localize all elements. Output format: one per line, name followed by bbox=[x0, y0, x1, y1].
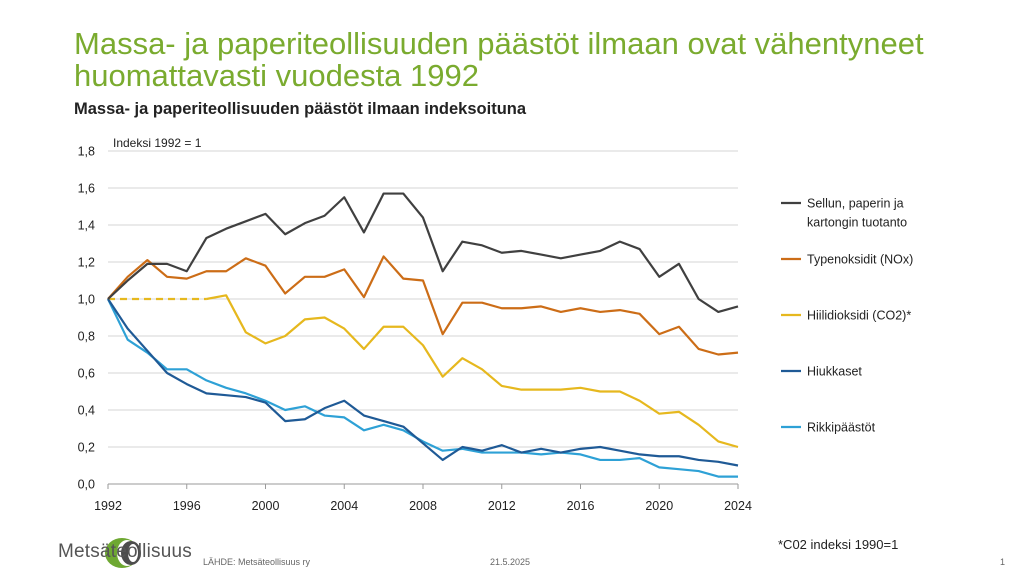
series-line-hiilidioksidi-co2 bbox=[206, 294, 739, 449]
x-tick-label: 2008 bbox=[409, 499, 437, 513]
y-tick-label: 0,4 bbox=[78, 404, 95, 418]
legend-label: Sellun, paperin ja bbox=[807, 197, 904, 211]
legend-label: Hiilidioksidi (CO2)* bbox=[807, 309, 911, 323]
chart-annotation: Indeksi 1992 = 1 bbox=[113, 136, 202, 150]
y-tick-label: 0,8 bbox=[78, 330, 95, 344]
chart-legend: Sellun, paperin ja kartongin tuotanto Type… bbox=[781, 197, 913, 435]
y-tick-label: 1,4 bbox=[78, 219, 95, 233]
source-label: LÄHDE: Metsäteollisuus ry bbox=[203, 557, 311, 567]
legend-label: kartongin tuotanto bbox=[807, 216, 907, 230]
y-tick-label: 0,0 bbox=[78, 478, 95, 492]
legend-label: Rikkipäästöt bbox=[807, 421, 876, 435]
x-tick-label: 1996 bbox=[173, 499, 201, 513]
logo-leaf-inner bbox=[128, 544, 138, 562]
y-tick-label: 0,2 bbox=[78, 441, 95, 455]
y-axis-tick-labels: 0,0 0,2 0,4 0,6 0,8 1,0 1,2 1,4 1,6 1,8 bbox=[78, 145, 95, 492]
chart-series-lines bbox=[107, 192, 739, 478]
x-tick-label: 2000 bbox=[252, 499, 280, 513]
chart-grid bbox=[107, 150, 739, 489]
series-line-rikkip-st-t bbox=[107, 298, 738, 478]
x-tick-label: 2020 bbox=[645, 499, 673, 513]
series-line-sellun-paperin-ja-kartongin-tuotanto bbox=[107, 192, 739, 314]
co2-footnote: *C02 indeksi 1990=1 bbox=[778, 537, 899, 552]
legend-label: Typenoksidit (NOx) bbox=[807, 253, 913, 267]
y-tick-label: 1,2 bbox=[78, 256, 95, 270]
y-tick-label: 1,6 bbox=[78, 182, 95, 196]
series-line-hiukkaset bbox=[107, 298, 739, 467]
page-title: Massa- ja paperiteollisuuden päästöt ilm… bbox=[74, 26, 924, 93]
y-tick-label: 1,0 bbox=[78, 293, 95, 307]
y-tick-label: 0,6 bbox=[78, 367, 95, 381]
x-tick-label: 1992 bbox=[94, 499, 122, 513]
date-label: 21.5.2025 bbox=[490, 557, 531, 567]
legend-label: Hiukkaset bbox=[807, 365, 862, 379]
chart-subtitle: Massa- ja paperiteollisuuden päästöt ilm… bbox=[74, 100, 527, 118]
series-line-typenoksidit-nox bbox=[107, 255, 739, 356]
metsateollisuus-logo bbox=[105, 538, 141, 568]
x-axis-tick-labels: 1992 1996 2000 2004 2008 2012 2016 2020 2024 bbox=[94, 499, 752, 513]
logo-text: Metsäteollisuus bbox=[58, 541, 192, 562]
y-tick-label: 1,8 bbox=[78, 145, 95, 159]
x-tick-label: 2016 bbox=[567, 499, 595, 513]
x-tick-label: 2012 bbox=[488, 499, 516, 513]
page-number: 1 bbox=[1000, 557, 1006, 567]
x-tick-label: 2004 bbox=[330, 499, 358, 513]
x-tick-label: 2024 bbox=[724, 499, 752, 513]
